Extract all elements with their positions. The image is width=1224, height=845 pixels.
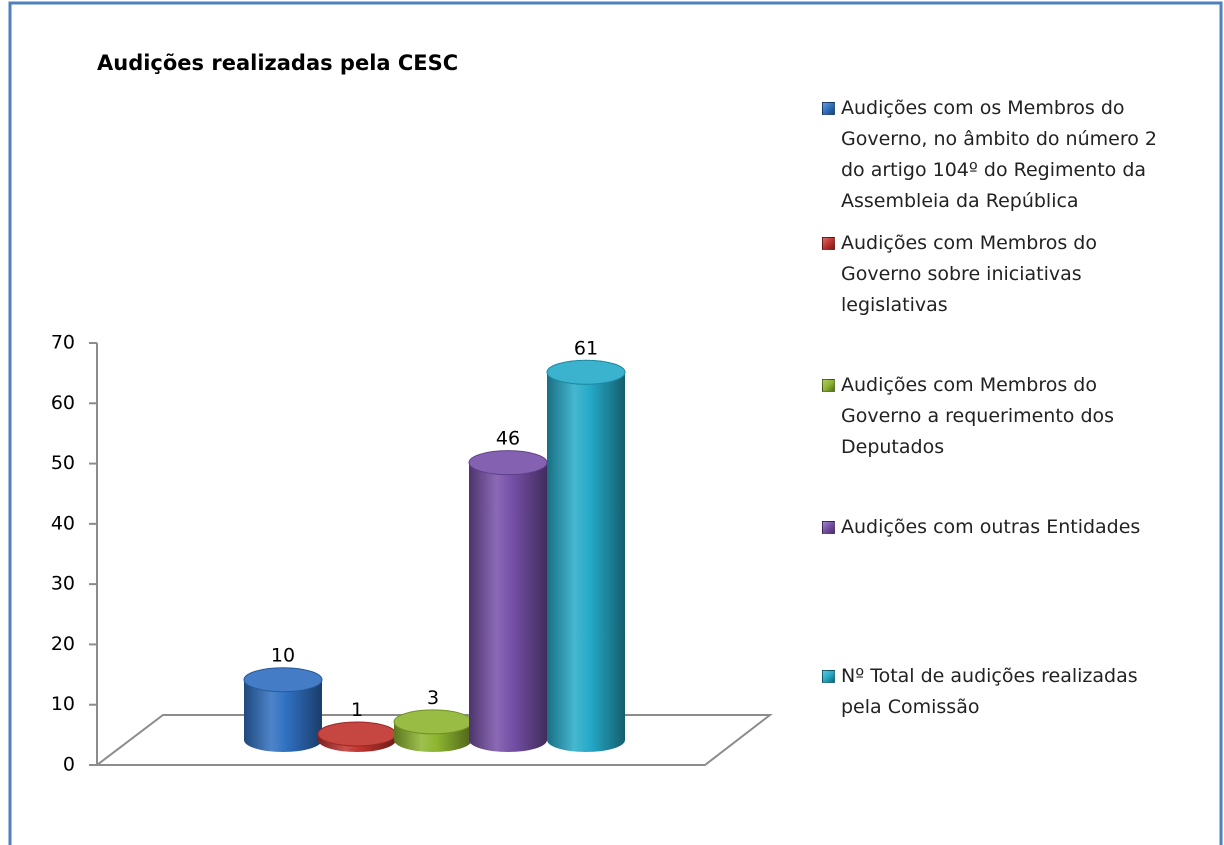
legend-swatch [822, 237, 835, 250]
legend-swatch [822, 379, 835, 392]
bar-top [317, 721, 397, 747]
legend-label: Audições com os Membros do Governo, no â… [841, 97, 1157, 212]
legend-item: Audições com outras Entidades [822, 512, 1202, 543]
legend-label: Audições com Membros do Governo sobre in… [841, 232, 1097, 316]
bar [244, 679, 322, 752]
value-label: 10 [271, 645, 295, 667]
chart-title: Audições realizadas pela CESC [97, 51, 458, 75]
value-label: 3 [427, 687, 439, 709]
value-label: 1 [351, 699, 363, 721]
y-tick-label: 20 [51, 633, 75, 655]
legend-swatch [822, 670, 835, 683]
y-tick-label: 40 [51, 512, 75, 534]
frame [8, 1, 1223, 845]
y-tick-label: 50 [51, 452, 75, 474]
legend-item: Nº Total de audições realizadas pela Com… [822, 661, 1202, 723]
value-label: 46 [496, 428, 520, 450]
legend-swatch [822, 102, 835, 115]
legend-label: Audições com outras Entidades [841, 516, 1141, 538]
y-tick-label: 30 [51, 573, 75, 595]
legend-item: Audições com os Membros do Governo, no â… [822, 93, 1202, 217]
bar-top [243, 667, 323, 693]
bar [547, 372, 625, 752]
bar [394, 721, 472, 752]
y-tick-label: 0 [63, 754, 75, 776]
value-label: 61 [574, 337, 598, 359]
legend-label: Nº Total de audições realizadas pela Com… [841, 665, 1138, 718]
legend-item: Audições com Membros do Governo a requer… [822, 370, 1202, 463]
y-tick-label: 10 [51, 693, 75, 715]
y-tick-label: 60 [51, 392, 75, 414]
bar-top [393, 709, 473, 735]
bar-top [546, 359, 626, 385]
legend-item: Audições com Membros do Governo sobre in… [822, 228, 1202, 321]
legend-label: Audições com Membros do Governo a requer… [841, 374, 1115, 458]
y-tick-label: 70 [51, 332, 75, 354]
bar [318, 733, 396, 752]
bar-top [468, 450, 548, 476]
bar [469, 462, 547, 752]
legend-swatch [822, 521, 835, 534]
